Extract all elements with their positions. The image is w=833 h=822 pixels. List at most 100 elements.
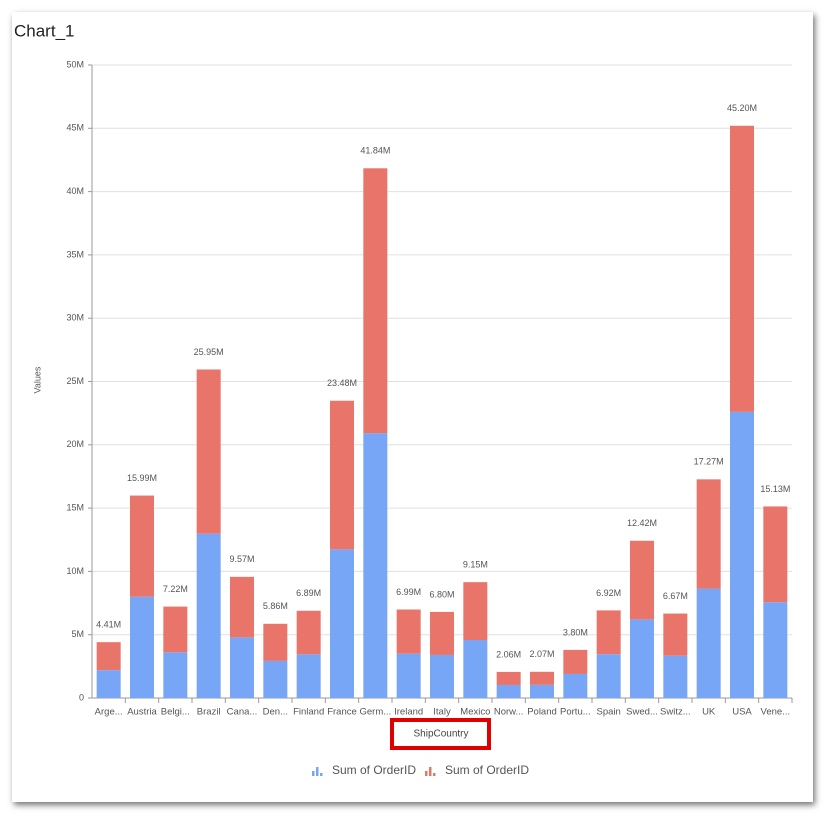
stack-total-label: 6.67M: [663, 591, 688, 601]
bar-segment: [296, 610, 321, 655]
bar-segment: [196, 369, 221, 534]
bar-segment: [196, 533, 221, 698]
x-tick-label: Mexico: [460, 707, 490, 718]
bar-segment: [596, 610, 621, 655]
bar-segment: [396, 609, 421, 654]
stack-total-label: 6.80M: [429, 589, 454, 599]
x-tick-label: Ireland: [394, 707, 423, 718]
bar-segment: [730, 125, 754, 412]
bar-segment: [563, 649, 588, 674]
x-tick-label: Vene...: [761, 707, 791, 718]
bar-segment: [530, 671, 554, 685]
x-tick-label: Cana...: [227, 707, 258, 718]
bar-segment: [730, 411, 754, 698]
bar-segment: [363, 168, 388, 434]
bar-segment: [596, 654, 621, 698]
x-tick-label: Swed...: [626, 707, 658, 718]
bar-segment: [330, 400, 354, 550]
stack-total-label: 6.89M: [296, 588, 321, 598]
stack-total-label: 3.80M: [563, 627, 588, 637]
bar-segment: [430, 654, 454, 698]
bar-segment: [496, 684, 521, 698]
bar-segment: [696, 479, 721, 589]
x-tick-label: Belgi...: [161, 707, 190, 718]
stack-total-label: 12.42M: [627, 518, 657, 528]
bar-segment: [763, 506, 788, 603]
y-axis-title: Values: [32, 366, 42, 393]
x-tick-label: Switz...: [660, 707, 691, 718]
legend-icon: [425, 771, 428, 776]
stack-total-label: 15.13M: [760, 484, 790, 494]
y-tick-label: 30M: [66, 313, 84, 323]
chart-title: Chart_1: [14, 21, 74, 40]
legend-icon: [429, 767, 432, 776]
bar-segment: [163, 652, 188, 698]
legend-icon: [316, 767, 319, 776]
x-tick-label: Spain: [597, 707, 621, 718]
x-tick-label: Portu...: [560, 707, 591, 718]
bar-segment: [96, 670, 121, 698]
y-tick-label: 0: [79, 692, 84, 702]
x-axis-title: ShipCountry: [413, 729, 468, 740]
bar-segment: [530, 684, 554, 698]
bar-segment: [130, 495, 154, 597]
x-tick-label: USA: [732, 707, 752, 718]
stack-total-label: 9.15M: [463, 560, 488, 570]
bar-segment: [463, 582, 488, 641]
x-tick-label: France: [327, 707, 357, 718]
stack-total-label: 9.57M: [229, 554, 254, 564]
bar-segment: [263, 623, 288, 661]
bar-segment: [763, 602, 788, 698]
stack-total-label: 15.99M: [127, 473, 157, 483]
bar-segment: [563, 673, 588, 698]
x-tick-label: Austria: [127, 707, 157, 718]
x-tick-label: Den...: [263, 707, 288, 718]
bar-segment: [263, 660, 288, 698]
bar-segment: [296, 654, 321, 698]
y-tick-label: 40M: [66, 186, 84, 196]
stack-total-label: 5.86M: [263, 601, 288, 611]
stack-total-label: 2.06M: [496, 649, 521, 659]
stack-total-label: 45.20M: [727, 103, 757, 113]
y-tick-label: 20M: [66, 439, 84, 449]
y-tick-label: 10M: [66, 566, 84, 576]
bar-segment: [330, 549, 354, 698]
y-tick-label: 45M: [66, 123, 84, 133]
bar-segment: [663, 613, 688, 656]
stack-total-label: 6.92M: [596, 588, 621, 598]
bar-segment: [463, 640, 488, 698]
x-tick-label: Brazil: [197, 707, 221, 718]
highlight-box: [390, 718, 491, 750]
x-tick-label: Italy: [433, 707, 451, 718]
bar-segment: [630, 619, 654, 698]
stack-total-label: 6.99M: [396, 587, 421, 597]
stack-total-label: 23.48M: [327, 378, 357, 388]
bar-segment: [630, 540, 654, 620]
bar-segment: [363, 433, 388, 698]
bar-segment: [663, 655, 688, 698]
legend-icon: [433, 773, 436, 776]
bar-segment: [430, 611, 454, 655]
x-tick-label: UK: [702, 707, 716, 718]
bar-segment: [230, 576, 254, 638]
legend-label: Sum of OrderID: [445, 763, 529, 777]
x-tick-label: Finland: [293, 707, 324, 718]
x-tick-label: Germ...: [359, 707, 391, 718]
x-tick-label: Poland: [527, 707, 557, 718]
x-tick-label: Norw...: [494, 707, 524, 718]
stack-total-label: 17.27M: [694, 457, 724, 467]
stack-total-label: 2.07M: [529, 649, 554, 659]
stack-total-label: 7.22M: [163, 584, 188, 594]
legend-label: Sum of OrderID: [332, 763, 416, 777]
bar-segment: [396, 653, 421, 698]
bar-segment: [230, 637, 254, 698]
stack-total-label: 41.84M: [360, 146, 390, 156]
y-tick-label: 50M: [66, 59, 84, 69]
bar-segment: [163, 606, 188, 653]
x-tick-label: Arge...: [95, 707, 123, 718]
y-tick-label: 15M: [66, 502, 84, 512]
y-tick-label: 5M: [71, 629, 84, 639]
stack-total-label: 25.95M: [194, 347, 224, 357]
